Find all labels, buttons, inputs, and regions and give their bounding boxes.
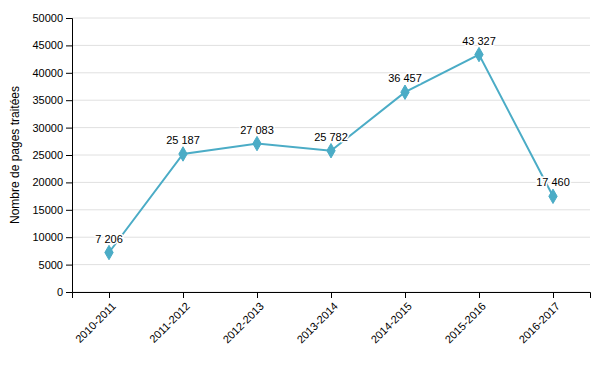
marker xyxy=(179,147,187,161)
data-labels: 7 206 25 187 27 083 25 782 36 457 43 327 17 46… xyxy=(95,35,570,245)
tick-mark xyxy=(183,292,184,298)
tick-mark xyxy=(66,210,72,211)
axis-line xyxy=(66,19,73,293)
y-axis: 0 5000 10000 15000 20000 25000 30000 35000 40000… xyxy=(32,12,72,298)
grid-line xyxy=(72,182,590,183)
tick: 2012-2013 xyxy=(220,292,266,346)
marker xyxy=(475,47,483,61)
tick: 25000 xyxy=(32,149,72,161)
tick-mark xyxy=(66,237,72,238)
data-label: 27 083 xyxy=(240,124,274,136)
axis-line xyxy=(73,293,591,299)
tick-mark xyxy=(331,292,332,298)
tick-mark xyxy=(66,155,72,156)
tick-mark xyxy=(257,292,258,298)
marker xyxy=(549,189,557,203)
tick-label: 50000 xyxy=(32,12,63,24)
tick-mark xyxy=(405,292,406,298)
tick-label: 2012-2013 xyxy=(220,300,266,346)
tick-label: 0 xyxy=(57,286,63,298)
tick-label: 15000 xyxy=(32,204,63,216)
grid-line xyxy=(72,264,590,265)
marker xyxy=(253,136,261,150)
tick-mark xyxy=(66,128,72,129)
tick-label: 2014-2015 xyxy=(368,300,414,346)
tick-label: 40000 xyxy=(32,67,63,79)
axis-title: Nombre de pages traitées xyxy=(8,86,22,224)
grid-line xyxy=(72,209,590,210)
tick-mark xyxy=(66,45,72,46)
grid-line xyxy=(72,45,590,46)
tick: 35000 xyxy=(32,94,72,106)
tick-label: 45000 xyxy=(32,39,63,51)
tick-label: 2013-2014 xyxy=(294,300,340,346)
tick-mark xyxy=(553,292,554,298)
tick-label: 25000 xyxy=(32,149,63,161)
tick-label: 20000 xyxy=(32,176,63,188)
data-label: 17 460 xyxy=(536,176,570,188)
tick-mark xyxy=(66,265,72,266)
tick-label: 35000 xyxy=(32,94,63,106)
tick: 2011-2012 xyxy=(147,292,192,345)
tick-mark xyxy=(66,182,72,183)
tick-label: 2015-2016 xyxy=(442,300,488,346)
tick: 2013-2014 xyxy=(294,292,340,346)
tick: 2010-2011 xyxy=(73,292,118,345)
data-label: 7 206 xyxy=(95,233,123,245)
tick: 2016-2017 xyxy=(516,292,562,346)
tick-mark xyxy=(66,18,72,19)
tick-label: 2010-2011 xyxy=(73,300,118,345)
tick: 15000 xyxy=(32,204,72,216)
data-label: 43 327 xyxy=(462,35,496,47)
line xyxy=(109,55,553,253)
grid xyxy=(72,18,590,292)
chart: 0 5000 10000 15000 20000 25000 30000 35000 40000… xyxy=(0,0,610,370)
tick-mark xyxy=(479,292,480,298)
tick-mark xyxy=(109,292,110,298)
tick: 2014-2015 xyxy=(368,292,414,346)
tick: 30000 xyxy=(32,122,72,134)
tick-label: 2016-2017 xyxy=(516,300,562,346)
tick-mark xyxy=(66,292,72,293)
tick: 20000 xyxy=(32,176,72,188)
x-axis: 2010-2011 2011-2012 2012-2013 2013-2014 2014… xyxy=(73,292,591,346)
marker xyxy=(105,245,113,259)
tick: 10000 xyxy=(32,231,72,243)
data-label: 25 187 xyxy=(166,134,200,146)
grid-line xyxy=(72,237,590,238)
tick: 0 xyxy=(57,286,72,298)
marks xyxy=(105,47,557,259)
tick-label: 2011-2012 xyxy=(147,300,192,345)
grid-line xyxy=(72,18,590,19)
data-label: 25 782 xyxy=(314,131,348,143)
tick: 50000 xyxy=(32,12,72,24)
tick-label: 30000 xyxy=(32,122,63,134)
grid-line xyxy=(72,127,590,128)
tick-label: 10000 xyxy=(32,231,63,243)
tick: 45000 xyxy=(32,39,72,51)
marker xyxy=(401,85,409,99)
tick-mark xyxy=(66,73,72,74)
tick: 2015-2016 xyxy=(442,292,488,346)
grid-line xyxy=(72,100,590,101)
marker xyxy=(327,144,335,158)
tick-mark xyxy=(66,100,72,101)
tick: 5000 xyxy=(39,259,72,271)
grid-line xyxy=(72,72,590,73)
data-label: 36 457 xyxy=(388,72,422,84)
tick-label: 5000 xyxy=(39,259,63,271)
plot: 0 5000 10000 15000 20000 25000 30000 35000 40000… xyxy=(32,12,590,346)
tick: 40000 xyxy=(32,67,72,79)
